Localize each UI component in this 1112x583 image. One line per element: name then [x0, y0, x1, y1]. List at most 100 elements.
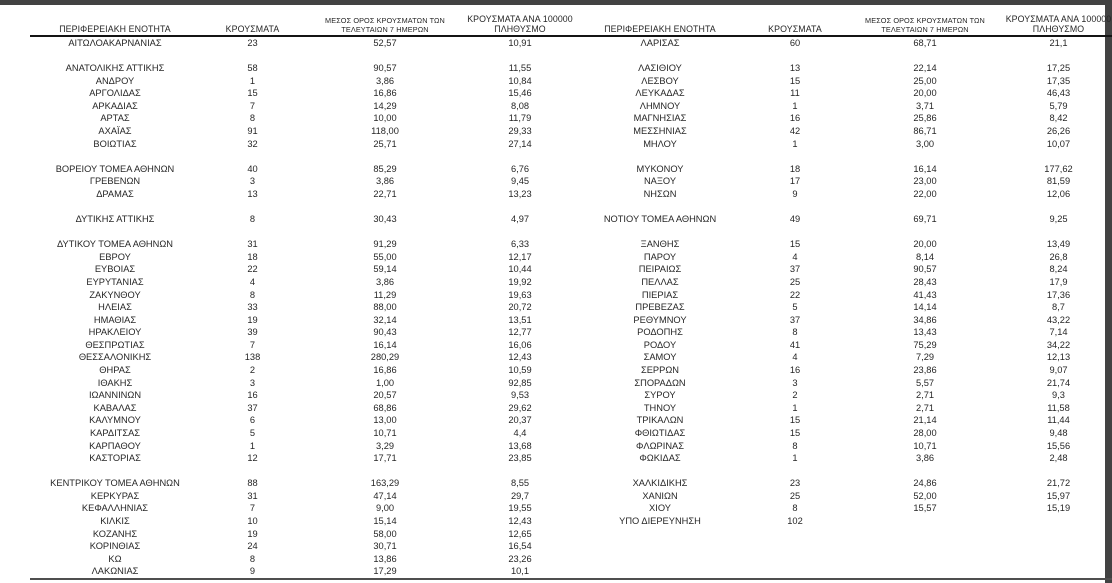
- per100k-cell: 34,22: [1046, 339, 1071, 350]
- bottom-border: [30, 577, 1112, 580]
- per100k-cell: 23,85: [508, 453, 532, 464]
- table-row: ΕΥΡΥΤΑΝΙΑΣ 4 3,86 19,92 ΠΕΛΛΑΣ 25 28,43 17,9: [30, 276, 1112, 289]
- cases-cell: 23: [247, 38, 258, 48]
- region-cell: [30, 226, 200, 239]
- cases-cell: 22: [247, 264, 258, 275]
- avg7-cell: 52,57: [373, 38, 397, 48]
- per100k-cell: 9,45: [510, 176, 530, 187]
- per100k-cell: 19,55: [508, 503, 532, 514]
- table-row: ΚΟΡΙΝΘΙΑΣ 24 30,71 16,54: [30, 540, 1112, 553]
- region-cell: ΛΑΣΙΘΙΟΥ: [638, 63, 682, 74]
- avg7-cell: 13,86: [373, 553, 397, 564]
- table-row: ΔΥΤΙΚΗΣ ΑΤΤΙΚΗΣ 8 30,43 4,97 ΝΟΤΙΟΥ ΤΟΜΕΑ ΑΘ…: [30, 213, 1112, 226]
- cases-cell: 8: [792, 327, 798, 338]
- table-row: ΚΑΡΔΙΤΣΑΣ 5 10,71 4,4 ΦΘΙΩΤΙΔΑΣ 15 28,00 9,48: [30, 427, 1112, 440]
- region-cell: ΡΟΔΟΥ: [643, 339, 677, 350]
- region-cell: ΜΕΣΣΗΝΙΑΣ: [633, 126, 687, 137]
- region-cell: ΡΟΔΟΠΗΣ: [637, 327, 683, 338]
- cases-cell: 7: [249, 100, 256, 111]
- cases-cell: 18: [247, 251, 258, 262]
- region-cell: ΙΘΑΚΗΣ: [97, 377, 133, 388]
- region-cell: ΘΕΣΣΑΛΟΝΙΚΗΣ: [78, 352, 152, 363]
- cases-cell: 9: [792, 188, 798, 199]
- region-cell: ΧΙΟΥ: [649, 503, 671, 514]
- region-cell: [30, 465, 200, 478]
- avg7-cell: 2,71: [915, 402, 935, 413]
- region-cell: ΑΙΤΩΛΟΑΚΑΡΝΑΝΙΑΣ: [68, 38, 162, 48]
- region-cell: ΛΗΜΝΟΥ: [639, 100, 681, 111]
- avg7-cell: 3,71: [915, 100, 935, 111]
- region-cell: ΕΥΡΥΤΑΝΙΑΣ: [86, 276, 144, 287]
- avg7-cell: 3,86: [375, 75, 395, 86]
- region-cell: [30, 150, 200, 163]
- avg7-cell: 30,43: [373, 214, 397, 225]
- avg7-cell: 90,57: [913, 264, 937, 275]
- cases-cell: [745, 150, 845, 163]
- table-row: [30, 226, 1112, 239]
- table-row: ΓΡΕΒΕΝΩΝ 3 3,86 9,45 ΝΑΞΟΥ 17 23,00 81,59: [30, 175, 1112, 188]
- cases-cell: 8: [249, 113, 256, 124]
- avg7-cell: 2,71: [915, 390, 935, 401]
- cases-cell: 1: [792, 402, 798, 413]
- per100k-cell: 11,79: [508, 113, 532, 124]
- region-cell: ΗΜΑΘΙΑΣ: [93, 314, 137, 325]
- avg7-cell: 22,14: [913, 63, 937, 74]
- per100k-cell: 17,25: [1046, 63, 1071, 74]
- avg7-cell: 20,57: [373, 390, 397, 401]
- avg7-cell: 3,86: [915, 453, 935, 464]
- avg7-cell: 17,29: [373, 566, 397, 577]
- region-cell: ΑΡΤΑΣ: [100, 113, 130, 124]
- per100k-cell: 29,33: [508, 126, 532, 137]
- per100k-cell: 26,26: [1046, 126, 1071, 137]
- header-cases-label: ΚΡΟΥΣΜΑΤΑ: [225, 24, 280, 34]
- region-cell: [30, 201, 200, 214]
- region-cell: ΘΕΣΠΡΩΤΙΑΣ: [85, 339, 145, 350]
- cases-cell: 33: [247, 302, 258, 313]
- avg7-cell: 14,14: [913, 302, 937, 313]
- avg7-cell: 68,86: [373, 402, 397, 413]
- region-cell: ΚΟΖΑΝΗΣ: [92, 528, 138, 539]
- per100k-cell: 21,72: [1046, 478, 1071, 489]
- per100k-cell: [465, 226, 575, 239]
- table-row: ΚΕΝΤΡΙΚΟΥ ΤΟΜΕΑ ΑΘΗΝΩΝ 88 163,29 8,55 ΧΑΛΚΙΔ…: [30, 477, 1112, 490]
- cases-cell: [745, 565, 845, 578]
- cases-cell: 1: [792, 138, 798, 149]
- region-cell: ΔΥΤΙΚΟΥ ΤΟΜΕΑ ΑΘΗΝΩΝ: [56, 239, 174, 250]
- per100k-cell: 7,14: [1049, 327, 1068, 338]
- per100k-cell: 19,92: [508, 276, 532, 287]
- per100k-cell: [465, 50, 575, 63]
- per100k-cell: 12,77: [508, 327, 532, 338]
- region-cell: ΔΥΤΙΚΗΣ ΑΤΤΙΚΗΣ: [75, 214, 155, 225]
- avg7-cell: [845, 528, 1005, 541]
- region-cell: ΚΩ: [108, 553, 122, 564]
- avg7-cell: 14,29: [373, 100, 397, 111]
- per100k-cell: [1005, 528, 1112, 541]
- cases-cell: 60: [789, 38, 801, 48]
- cases-cell: 32: [247, 138, 258, 149]
- avg7-cell: 30,71: [373, 541, 397, 552]
- region-cell: ΜΥΚΟΝΟΥ: [636, 163, 684, 174]
- table-row: ΚΑΒΑΛΑΣ 37 68,86 29,62 ΤΗΝΟΥ 1 2,71 11,58: [30, 402, 1112, 415]
- table-row: ΑΝΔΡΟΥ 1 3,86 10,84 ΛΕΣΒΟΥ 15 25,00 17,35: [30, 75, 1112, 88]
- cases-cell: [745, 226, 845, 239]
- cases-cell: 1: [792, 453, 798, 464]
- table-header: ΠΕΡΙΦΕΡΕΙΑΚΗ ΕΝΟΤΗΤΑ ΚΡΟΥΣΜΑΤΑ ΜΕΣΟΣ ΟΡΟ…: [30, 12, 1112, 37]
- avg7-cell: 17,71: [373, 453, 397, 464]
- table-row: [30, 465, 1112, 478]
- region-cell: ΑΧΑΪΑΣ: [98, 126, 132, 137]
- cases-cell: 15: [789, 75, 801, 86]
- avg7-cell: 16,14: [913, 163, 937, 174]
- cases-cell: 5: [249, 427, 256, 438]
- per100k-cell: 6,33: [510, 239, 530, 250]
- avg7-cell: 86,71: [913, 126, 937, 137]
- table-row: ΚΙΛΚΙΣ 10 15,14 12,43 ΥΠΟ ΔΙΕΡΕΥΝΗΣΗ 102: [30, 515, 1112, 528]
- cases-cell: 7: [249, 339, 256, 350]
- per100k-cell: 26,8: [1049, 251, 1068, 262]
- per100k-cell: 9,53: [510, 390, 530, 401]
- avg7-cell: [845, 540, 1005, 553]
- avg7-cell: 25,71: [373, 138, 397, 149]
- table-body: ΑΙΤΩΛΟΑΚΑΡΝΑΝΙΑΣ 23 52,57 10,91 ΛΑΡΙΣΑΣ 60 68,…: [30, 37, 1112, 578]
- avg7-cell: 22,00: [913, 188, 937, 199]
- region-cell: ΑΝΔΡΟΥ: [95, 75, 135, 86]
- region-cell: [575, 565, 745, 578]
